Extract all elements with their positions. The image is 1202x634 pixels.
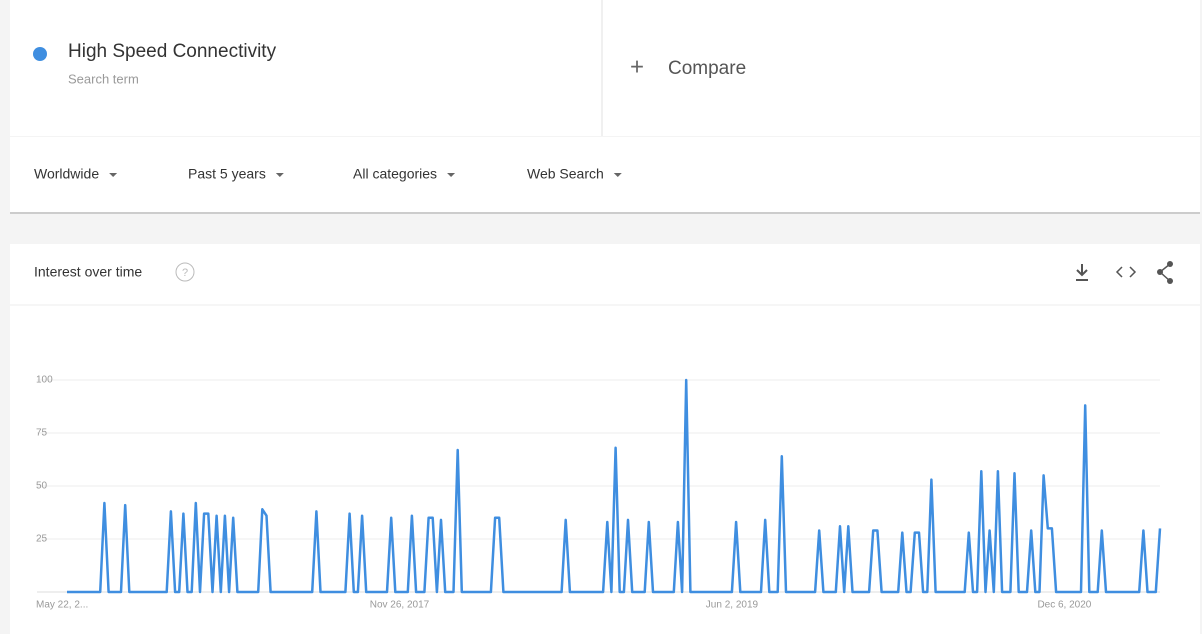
dropdown-arrow bbox=[447, 173, 456, 177]
help-icon[interactable] bbox=[175, 262, 195, 282]
filter-dropdown[interactable]: All categories bbox=[353, 166, 437, 182]
compare-button[interactable]: Compare bbox=[668, 58, 746, 79]
dropdown-arrow bbox=[275, 173, 284, 177]
filter-bar bbox=[10, 137, 1200, 212]
dropdown-arrow bbox=[109, 173, 118, 177]
download-icon[interactable] bbox=[1076, 264, 1088, 281]
y-tick-label: 100 bbox=[36, 375, 53, 386]
trend-line bbox=[67, 378, 1162, 594]
embed-icon[interactable] bbox=[1115, 266, 1137, 278]
term-type: Search term bbox=[68, 71, 139, 86]
y-tick-label: 50 bbox=[36, 481, 48, 492]
term-card bbox=[10, 0, 1200, 136]
x-tick-label: Nov 26, 2017 bbox=[370, 600, 430, 611]
x-tick-label: Jun 2, 2019 bbox=[706, 600, 759, 611]
filter-dropdown[interactable]: Web Search bbox=[527, 166, 604, 182]
dropdown-arrow bbox=[613, 173, 622, 177]
x-tick-label: Dec 6, 2020 bbox=[1037, 600, 1091, 611]
term-dot bbox=[33, 47, 47, 61]
y-tick-label: 75 bbox=[36, 428, 48, 439]
y-tick-label: 25 bbox=[36, 534, 48, 545]
x-tick-label: May 22, 2... bbox=[36, 600, 88, 611]
share-icon[interactable] bbox=[1157, 261, 1173, 284]
plus-icon[interactable]: + bbox=[630, 53, 644, 80]
filter-dropdown[interactable]: Past 5 years bbox=[188, 166, 266, 182]
help-icon-mark: ? bbox=[182, 267, 188, 279]
term-name[interactable]: High Speed Connectivity bbox=[68, 41, 277, 62]
chart-title: Interest over time bbox=[34, 264, 142, 280]
filter-dropdown[interactable]: Worldwide bbox=[34, 166, 99, 182]
